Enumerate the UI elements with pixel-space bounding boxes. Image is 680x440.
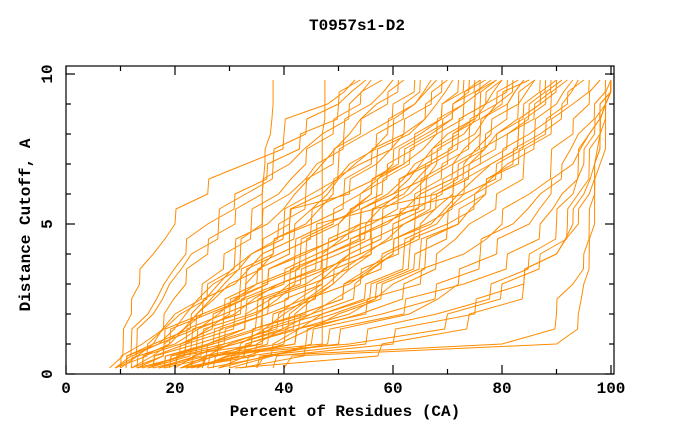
model-curve bbox=[196, 79, 536, 369]
y-tick-label: 10 bbox=[39, 64, 57, 83]
model-curve bbox=[185, 79, 563, 369]
x-axis-label: Percent of Residues (CA) bbox=[230, 403, 460, 421]
y-tick-label: 0 bbox=[39, 369, 57, 379]
model-curve bbox=[152, 79, 443, 369]
x-tick-label: 0 bbox=[61, 380, 71, 398]
model-curve bbox=[201, 79, 612, 369]
model-curve bbox=[120, 79, 372, 369]
model-curve bbox=[125, 79, 383, 369]
model-curve bbox=[229, 79, 607, 369]
model-curve bbox=[234, 79, 612, 369]
x-tick-label: 100 bbox=[597, 380, 626, 398]
model-curve bbox=[131, 79, 454, 369]
model-curve bbox=[114, 79, 361, 369]
x-tick-label: 40 bbox=[274, 380, 293, 398]
y-tick-label: 5 bbox=[39, 219, 57, 229]
model-curve bbox=[147, 79, 486, 369]
chart-title: T0957s1-D2 bbox=[309, 17, 405, 35]
model-curves-group bbox=[109, 79, 612, 369]
model-curve bbox=[190, 79, 536, 369]
model-curve bbox=[152, 79, 503, 369]
model-curve bbox=[196, 79, 574, 369]
model-curve bbox=[125, 79, 437, 369]
model-curve bbox=[256, 79, 612, 369]
model-curve bbox=[109, 79, 356, 369]
model-curve bbox=[180, 79, 557, 369]
x-tick-label: 60 bbox=[383, 380, 402, 398]
y-axis-label: Distance Cutoff, A bbox=[17, 138, 35, 311]
x-tick-label: 80 bbox=[492, 380, 511, 398]
model-curve bbox=[136, 79, 465, 369]
model-curve bbox=[218, 79, 612, 369]
model-curve bbox=[136, 79, 497, 369]
model-curve bbox=[141, 79, 421, 369]
model-curve bbox=[114, 79, 399, 369]
model-curve bbox=[283, 79, 612, 369]
model-curve bbox=[114, 79, 367, 369]
model-curve bbox=[141, 79, 481, 369]
model-curve bbox=[240, 79, 590, 369]
model-curve bbox=[256, 79, 612, 369]
model-curve bbox=[212, 79, 601, 369]
model-curve bbox=[147, 79, 432, 369]
plot-frame bbox=[65, 65, 615, 375]
model-curve bbox=[201, 79, 547, 369]
x-tick-label: 20 bbox=[165, 380, 184, 398]
model-curve bbox=[163, 79, 525, 369]
model-curve bbox=[136, 79, 405, 369]
axis-ticks-group: 0 20 40 60 80 100 0 5 10 bbox=[39, 64, 625, 398]
model-curve bbox=[180, 79, 552, 369]
